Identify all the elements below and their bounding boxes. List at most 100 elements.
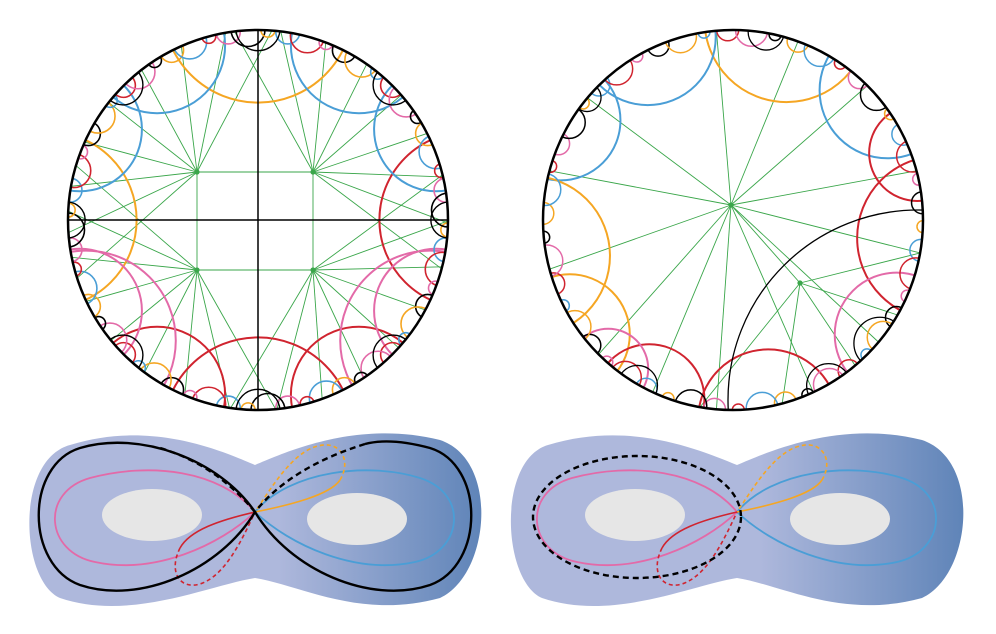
green-vertex-left-0 bbox=[194, 169, 200, 175]
green-ray-right-12 bbox=[587, 97, 732, 206]
green-edge-right-link bbox=[730, 204, 801, 284]
small-arc-left-59 bbox=[430, 192, 448, 228]
disk-boundary-left bbox=[66, 28, 450, 412]
genus-two-surface-right bbox=[510, 433, 964, 606]
arc-right-6 bbox=[856, 155, 923, 322]
green-ray-left-0-2 bbox=[70, 171, 198, 187]
green-ray-left-2-4 bbox=[110, 269, 198, 341]
green-ray-left-1-3 bbox=[312, 63, 368, 173]
green-ray-left-2-5 bbox=[86, 269, 198, 302]
green-ray-right-secondary-0 bbox=[799, 252, 921, 284]
green-vertex-left-1 bbox=[310, 169, 316, 175]
green-ray-right-secondary-2 bbox=[799, 282, 856, 366]
green-ray-left-2-3 bbox=[144, 269, 198, 373]
blue-loop-left bbox=[254, 469, 455, 566]
small-arc-right-25 bbox=[543, 201, 555, 226]
green-ray-left-1-7 bbox=[312, 171, 448, 224]
green-ray-right-2 bbox=[730, 85, 868, 206]
green-ray-left-0-8 bbox=[196, 30, 273, 173]
green-ray-left-0-4 bbox=[108, 102, 198, 173]
small-arc-right-12 bbox=[731, 403, 746, 410]
disk-boundary-right bbox=[541, 28, 925, 412]
green-ray-right-1 bbox=[730, 41, 799, 206]
arc-right-4 bbox=[543, 174, 611, 337]
red-loop-left-dashed bbox=[174, 511, 256, 586]
small-arc-left-14 bbox=[250, 392, 286, 410]
black-loop-left-solid bbox=[37, 440, 473, 592]
green-ray-left-3-6 bbox=[312, 269, 323, 399]
green-ray-right-secondary-1 bbox=[799, 282, 898, 316]
orange-loop-left-solid bbox=[254, 479, 341, 513]
green-ray-right-9 bbox=[598, 204, 732, 355]
red-loop-right-solid bbox=[661, 511, 738, 549]
green-vertices-right bbox=[728, 202, 803, 286]
green-vertex-left-3 bbox=[310, 267, 316, 273]
arc-right-7 bbox=[833, 271, 923, 398]
arc-right-1 bbox=[578, 30, 717, 107]
green-ray-right-6 bbox=[730, 204, 814, 393]
blue-loop-right bbox=[736, 469, 937, 566]
arc-left-4 bbox=[88, 30, 227, 115]
green-ray-right-10 bbox=[549, 204, 732, 270]
large-black-circle-right bbox=[727, 209, 923, 410]
red-loop-right-dashed bbox=[656, 511, 738, 586]
green-ray-right-7 bbox=[715, 204, 732, 410]
green-ray-left-2-2 bbox=[184, 269, 198, 396]
pink-loop-left bbox=[54, 469, 256, 566]
orange-loop-right-dashed bbox=[736, 444, 828, 513]
green-ray-left-1-6 bbox=[312, 171, 444, 178]
surface-hole-left-2 bbox=[307, 493, 407, 545]
green-ray-right-3 bbox=[730, 170, 917, 206]
green-vertex-left-2 bbox=[194, 267, 200, 273]
arc-right-11 bbox=[868, 103, 923, 202]
orange-loop-right-solid bbox=[736, 479, 823, 513]
green-ray-left-3-7 bbox=[276, 269, 314, 410]
green-ray-left-0-1 bbox=[68, 171, 198, 234]
black-arc-right-2 bbox=[853, 316, 907, 370]
arc-right-2 bbox=[818, 30, 923, 160]
green-ray-right-secondary-3 bbox=[781, 282, 801, 404]
green-ray-left-3-0 bbox=[312, 174, 443, 271]
surface-hole-left-1 bbox=[102, 489, 202, 541]
green-ray-left-2-7 bbox=[68, 210, 198, 271]
green-ray-right-11 bbox=[549, 170, 732, 206]
arc-right-10 bbox=[567, 327, 650, 410]
horocycle-arcs-right bbox=[543, 30, 923, 410]
green-ray-left-0-7 bbox=[196, 32, 227, 173]
black-loop-left-dashed bbox=[159, 442, 366, 513]
green-ray-left-3-3 bbox=[312, 269, 426, 311]
green-vertex-right-secondary bbox=[797, 280, 803, 286]
pink-loop-right bbox=[536, 469, 738, 566]
small-arc-left-29 bbox=[68, 212, 86, 248]
green-ray-left-3-4 bbox=[312, 269, 399, 349]
green-ray-right-8 bbox=[652, 204, 732, 393]
surface-body-right bbox=[510, 433, 964, 606]
surface-hole-right-2 bbox=[790, 493, 890, 545]
arc-left-13 bbox=[339, 249, 448, 410]
arc-right-8 bbox=[697, 348, 840, 410]
arc-left-5 bbox=[289, 30, 428, 115]
surface-body-left bbox=[29, 433, 482, 606]
green-ray-right-4 bbox=[730, 204, 921, 254]
arc-left-12 bbox=[68, 249, 177, 410]
green-ray-left-0-5 bbox=[141, 69, 198, 173]
small-arc-right-37 bbox=[715, 30, 740, 42]
orange-loop-left-dashed bbox=[254, 444, 346, 513]
green-ray-right-0 bbox=[715, 30, 732, 206]
arc-right-5 bbox=[543, 273, 631, 396]
red-loop-left-solid bbox=[179, 511, 256, 549]
black-loop-right-dashed bbox=[531, 454, 743, 580]
arc-right-0 bbox=[703, 30, 870, 104]
green-vertex-right-center bbox=[728, 202, 734, 208]
genus-two-surface-left bbox=[29, 433, 482, 606]
arc-right-3 bbox=[543, 59, 622, 182]
green-ray-left-3-1 bbox=[312, 220, 448, 271]
surface-hole-right-1 bbox=[585, 489, 685, 541]
green-ray-right-secondary-4 bbox=[699, 282, 801, 408]
green-ray-left-1-1 bbox=[280, 31, 314, 173]
small-arc-left-44 bbox=[230, 30, 266, 48]
green-vertices-left bbox=[194, 169, 316, 273]
green-ray-left-0-3 bbox=[84, 141, 198, 173]
green-ray-right-5 bbox=[730, 204, 879, 343]
green-ray-left-1-5 bbox=[312, 132, 428, 173]
